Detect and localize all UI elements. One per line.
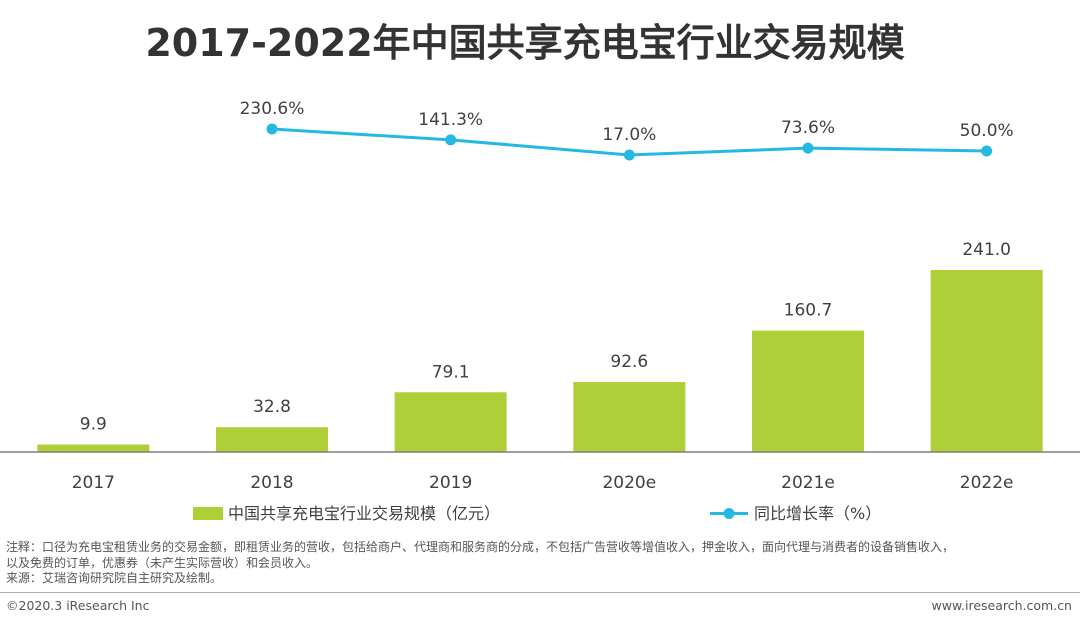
note-line-1: 注释：口径为充电宝租赁业务的交易金额，即租赁业务的营收，包括给商户、代理商和服务… <box>6 540 955 554</box>
legend-bar-swatch <box>193 507 223 520</box>
legend-line-marker <box>723 508 735 519</box>
bar-value-label-2022e: 241.0 <box>962 240 1011 260</box>
x-tick-label-2017: 2017 <box>72 473 115 493</box>
chart-svg: 9.9 32.8 79.1 92.6 160.7 241.0 230.6% 141.3% 17… <box>0 99 1080 523</box>
growth-point-2019 <box>445 134 457 146</box>
note-line-2: 以及免费的订单，优惠券（未产生实际营收）和会员收入。 <box>6 555 319 570</box>
growth-label-2020e: 17.0% <box>602 125 656 145</box>
bar-2017 <box>37 444 150 452</box>
growth-label-2018: 230.6% <box>240 99 305 119</box>
legend-line-label: 同比增长率（%） <box>754 504 881 523</box>
notes: 注释：口径为充电宝租赁业务的交易金额，即租赁业务的营收，包括给商户、代理商和服务… <box>6 540 1076 587</box>
chart-title: 2017-2022年中国共享充电宝行业交易规模 <box>145 21 905 65</box>
x-tick-label-2019: 2019 <box>429 473 472 493</box>
growth-point-2018 <box>266 123 278 135</box>
bars-layer: 9.9 32.8 79.1 92.6 160.7 241.0 <box>37 240 1043 452</box>
bar-value-label-2020e: 92.6 <box>610 352 648 372</box>
growth-point-2021e <box>802 142 814 154</box>
bar-2022e <box>930 270 1043 452</box>
growth-point-2022e <box>981 145 993 157</box>
footer-copyright: ©2020.3 iResearch Inc <box>6 598 150 613</box>
x-tick-label-2022e: 2022e <box>960 473 1014 493</box>
bar-value-label-2019: 79.1 <box>432 362 470 382</box>
bar-value-label-2017: 9.9 <box>80 415 107 435</box>
footer-website[interactable]: www.iresearch.com.cn <box>931 598 1073 613</box>
bar-value-label-2021e: 160.7 <box>784 301 833 321</box>
x-tick-label-2021e: 2021e <box>781 473 835 493</box>
growth-label-2019: 141.3% <box>418 110 483 130</box>
source-line: 来源：艾瑞咨询研究院自主研究及绘制。 <box>6 571 223 585</box>
footer-divider <box>0 592 1080 593</box>
bar-value-label-2018: 32.8 <box>253 397 291 417</box>
growth-point-2020e <box>623 149 635 161</box>
line-layer: 230.6% 141.3% 17.0% 73.6% 50.0% <box>240 99 1014 161</box>
x-tick-label-2018: 2018 <box>250 473 293 493</box>
legend-bar-label: 中国共享充电宝行业交易规模（亿元） <box>228 504 500 523</box>
growth-label-2022e: 50.0% <box>960 121 1014 141</box>
bar-2020e <box>573 382 686 452</box>
x-tick-labels: 2017 2018 2019 2020e 2021e 2022e <box>72 473 1014 493</box>
bar-2019 <box>394 392 507 452</box>
bar-2018 <box>216 427 328 452</box>
legend: 中国共享充电宝行业交易规模（亿元） 同比增长率（%） <box>193 504 881 523</box>
growth-label-2021e: 73.6% <box>781 118 835 138</box>
bar-2021e <box>752 330 864 452</box>
x-tick-label-2020e: 2020e <box>602 473 656 493</box>
